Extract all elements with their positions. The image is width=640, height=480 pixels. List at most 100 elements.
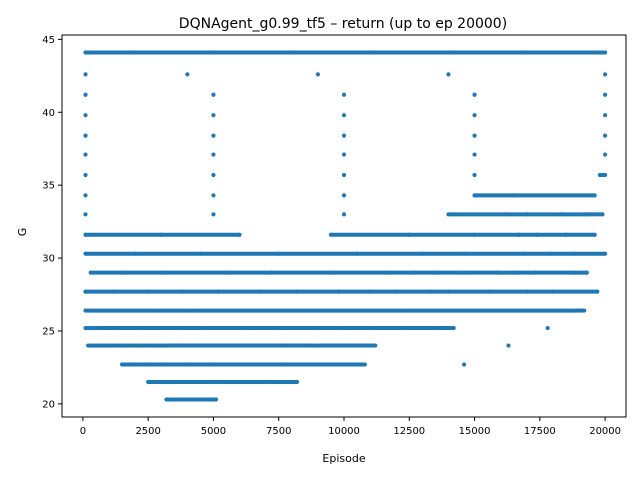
- data-point: [511, 270, 516, 275]
- data-point: [258, 289, 263, 294]
- data-point: [524, 50, 529, 55]
- data-point: [352, 308, 357, 313]
- data-point: [495, 270, 501, 275]
- data-point: [488, 289, 493, 294]
- data-point: [237, 232, 242, 237]
- data-point: [99, 343, 104, 348]
- data-point: [224, 270, 229, 275]
- data-point: [146, 289, 151, 294]
- data-point: [117, 325, 122, 331]
- data-point: [383, 270, 388, 275]
- data-point: [582, 308, 587, 313]
- data-point: [294, 379, 300, 385]
- y-tick-label: 35: [42, 181, 55, 192]
- x-tick-label: 15000: [459, 426, 491, 437]
- data-point: [83, 152, 88, 157]
- data-point: [341, 212, 347, 217]
- data-point: [211, 92, 216, 97]
- x-axis: 0 2500 5000 7500 10000 12500 15000 17500 20000: [80, 417, 621, 437]
- data-point: [240, 325, 245, 331]
- data-point: [446, 50, 451, 55]
- data-point: [83, 172, 88, 178]
- y-tick-label: 25: [42, 326, 55, 337]
- data-point: [435, 270, 441, 275]
- data-point: [83, 133, 88, 138]
- data-point: [122, 343, 127, 348]
- data-point: [140, 325, 146, 331]
- data-point: [151, 343, 156, 348]
- data-point: [88, 270, 93, 275]
- data-point: [211, 172, 216, 178]
- chart-title: DQNAgent_g0.99_tf5 – return (up to ep 20…: [179, 16, 507, 32]
- data-point: [83, 251, 88, 256]
- x-tick-label: 20000: [589, 426, 621, 437]
- data-point: [370, 325, 375, 331]
- data-point: [368, 289, 373, 294]
- data-point: [451, 325, 456, 331]
- data-point: [404, 325, 409, 331]
- data-point: [506, 308, 511, 313]
- data-point: [472, 172, 477, 178]
- x-tick-label: 7500: [266, 426, 291, 437]
- data-point: [563, 232, 569, 237]
- data-point: [211, 50, 216, 55]
- data-point: [216, 379, 221, 385]
- data-point: [472, 92, 477, 97]
- data-point: [83, 92, 88, 97]
- data-point: [472, 193, 477, 198]
- data-point: [328, 232, 334, 237]
- data-point: [522, 251, 527, 256]
- data-point: [462, 251, 467, 256]
- data-point: [211, 212, 216, 217]
- data-point: [373, 343, 378, 348]
- data-point: [542, 308, 548, 313]
- data-point: [185, 72, 190, 77]
- data-point: [592, 232, 597, 237]
- y-axis: 20 25 30 35 40 45: [42, 35, 62, 410]
- data-point: [127, 308, 132, 313]
- data-point: [211, 193, 216, 198]
- data-point: [603, 72, 608, 77]
- data-point: [480, 308, 485, 313]
- data-point: [307, 343, 313, 348]
- data-point: [83, 232, 88, 237]
- data-point: [96, 325, 101, 331]
- data-point: [198, 251, 203, 256]
- data-point: [328, 270, 334, 275]
- data-point: [148, 362, 153, 367]
- data-point: [558, 212, 563, 217]
- data-point: [305, 308, 310, 313]
- y-axis-label: G: [16, 228, 29, 237]
- x-tick-label: 12500: [393, 426, 425, 437]
- data-point: [211, 152, 216, 157]
- data-point: [310, 325, 315, 331]
- data-point: [315, 72, 320, 77]
- x-tick-label: 10000: [328, 426, 360, 437]
- data-point: [341, 133, 347, 138]
- data-point: [164, 270, 169, 275]
- data-point: [263, 379, 268, 385]
- data-point: [112, 289, 117, 294]
- data-point: [161, 362, 166, 367]
- data-point: [603, 113, 608, 118]
- data-point: [574, 308, 579, 313]
- x-axis-label: Episode: [322, 452, 365, 465]
- data-point: [83, 113, 88, 118]
- y-tick-label: 20: [42, 399, 55, 410]
- data-point: [83, 50, 88, 55]
- data-point: [119, 362, 125, 367]
- y-tick-label: 40: [42, 108, 55, 119]
- data-point: [294, 289, 300, 294]
- data-point: [208, 379, 213, 385]
- data-point: [341, 152, 347, 157]
- data-point: [341, 92, 347, 97]
- data-point: [503, 212, 508, 217]
- data-point: [603, 172, 608, 178]
- data-point: [180, 343, 185, 348]
- data-point: [472, 133, 477, 138]
- data-point: [446, 212, 451, 217]
- data-point: [164, 397, 169, 402]
- data-point: [164, 343, 169, 348]
- data-point: [104, 308, 109, 313]
- data-point: [83, 193, 88, 198]
